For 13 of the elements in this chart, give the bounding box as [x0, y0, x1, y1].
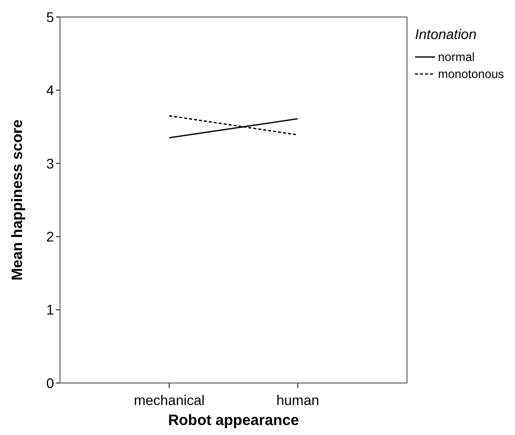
- x-tick-label: mechanical: [134, 392, 205, 408]
- legend-label: normal: [438, 50, 475, 64]
- y-tick-label: 5: [46, 8, 54, 25]
- y-tick-label: 1: [46, 302, 54, 318]
- y-tick-label: 0: [46, 374, 54, 391]
- legend-label: monotonous: [438, 67, 504, 82]
- y-tick-label: 2: [46, 228, 54, 244]
- x-tick-label: human: [276, 392, 320, 408]
- y-axis-title: Mean happiness score: [9, 120, 26, 280]
- y-tick-label: 4: [46, 82, 54, 98]
- x-axis-title: Robot appearance: [168, 412, 299, 429]
- legend-title: Intonation: [415, 26, 477, 42]
- y-tick-label: 3: [46, 155, 54, 172]
